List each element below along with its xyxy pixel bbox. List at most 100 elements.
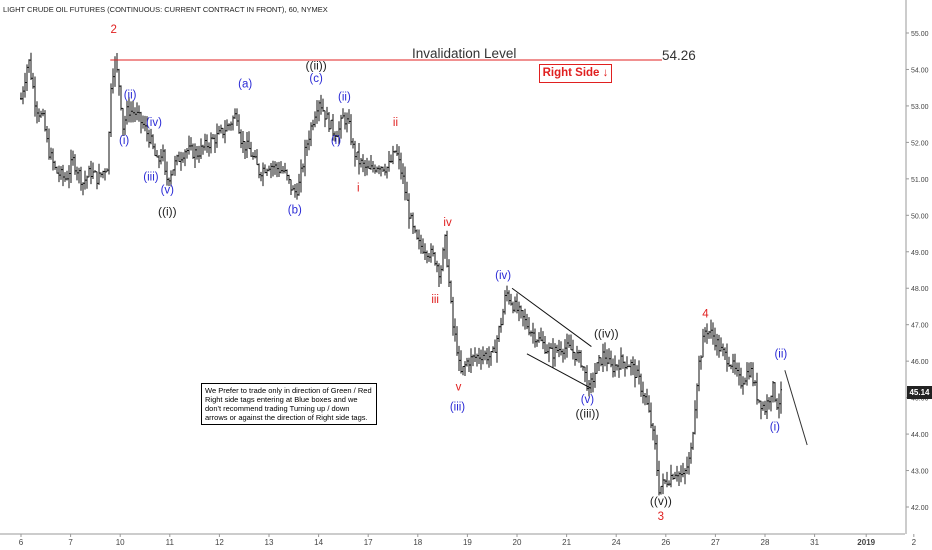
time-tick-label: 12 (215, 538, 224, 547)
time-tick-label: 19 (463, 538, 472, 547)
ohlc-bar (94, 169, 96, 173)
ohlc-bar (394, 150, 396, 154)
ohlc-bar (492, 346, 494, 353)
ohlc-bar (496, 335, 498, 363)
ohlc-bar (728, 356, 730, 367)
ohlc-bar (574, 351, 576, 366)
price-tick-label: 44.00 (911, 432, 929, 439)
ohlc-bar (322, 98, 324, 112)
ohlc-bar (120, 85, 122, 111)
ohlc-bar (340, 114, 342, 139)
ohlc-bar (528, 317, 530, 336)
ohlc-bar (696, 383, 698, 419)
ohlc-bar (490, 351, 492, 366)
ohlc-bar (366, 157, 368, 176)
ohlc-bar (154, 143, 156, 157)
price-axis[interactable]: 42.00 43.00 44.00 45.00 46.00 47.00 48.00 49.00… (905, 0, 929, 534)
ohlc-bar (292, 185, 294, 191)
ohlc-bar (646, 388, 648, 405)
ohlc-bar (460, 350, 462, 374)
ohlc-bar (636, 365, 638, 379)
ohlc-bar (48, 128, 50, 160)
ohlc-bar (370, 154, 372, 170)
ohlc-bar (456, 326, 458, 356)
ohlc-bar (312, 119, 314, 131)
ohlc-bar (246, 131, 248, 159)
price-tick-label: 52.00 (911, 140, 929, 147)
ohlc-bar (126, 100, 128, 125)
ohlc-bar (666, 471, 668, 488)
price-tick-label: 46.00 (911, 359, 929, 366)
time-tick-label: 27 (711, 538, 720, 547)
wave-label: ((iv)) (594, 326, 619, 340)
ohlc-bar (624, 361, 626, 377)
ohlc-bar (426, 250, 428, 264)
ohlc-bar (564, 339, 566, 360)
time-tick-label: 18 (413, 538, 422, 547)
ohlc-bar (608, 348, 610, 365)
ohlc-bar (622, 354, 624, 369)
ohlc-bar (562, 348, 564, 363)
ohlc-bar (300, 159, 302, 193)
ohlc-bar (74, 154, 76, 175)
ohlc-bar (732, 353, 734, 374)
ohlc-bar (56, 166, 58, 174)
ohlc-bar (136, 102, 138, 121)
ohlc-bar (476, 353, 478, 367)
ohlc-bar (176, 154, 178, 166)
ohlc-bar (654, 425, 656, 450)
wave-label: 4 (702, 308, 709, 320)
ohlc-bar (396, 144, 398, 157)
ohlc-bar (170, 170, 172, 187)
invalidation-label: Invalidation Level (412, 46, 516, 61)
wave-label: (iii) (450, 401, 465, 413)
ohlc-bar (274, 161, 276, 175)
ohlc-bar (306, 139, 308, 156)
ohlc-bar (428, 253, 430, 262)
ohlc-bar (202, 144, 204, 155)
ohlc-bar (236, 108, 238, 127)
time-tick-label: 20 (513, 538, 522, 547)
ohlc-bar (730, 364, 732, 370)
ohlc-bar (690, 442, 692, 464)
ohlc-bar (468, 357, 470, 372)
ohlc-bar (556, 344, 558, 353)
ohlc-bar (418, 229, 420, 250)
ohlc-bar (398, 146, 400, 170)
ohlc-bar (670, 464, 672, 488)
ohlc-bar (234, 108, 236, 119)
ohlc-bar (40, 110, 42, 118)
ohlc-bar (538, 332, 540, 343)
wave-label: ((ii)) (305, 58, 326, 72)
price-tick-label: 48.00 (911, 286, 929, 293)
ohlc-bar (678, 471, 680, 487)
wave-label: 2 (111, 24, 117, 36)
ohlc-bar (348, 109, 350, 124)
ohlc-bar (520, 305, 522, 319)
ohlc-bar (114, 56, 116, 87)
overlay-lines-group (110, 59, 808, 446)
ohlc-bar (392, 145, 394, 165)
ohlc-bar (752, 362, 754, 387)
ohlc-bar (584, 366, 586, 383)
price-tick-label: 54.00 (911, 67, 929, 74)
ohlc-bar (668, 480, 670, 486)
price-tick-label: 49.00 (911, 250, 929, 257)
ohlc-bar (220, 124, 222, 134)
ohlc-bar (110, 83, 112, 137)
wave-label: (c) (309, 73, 323, 85)
ohlc-bar (252, 152, 254, 160)
ohlc-bar (444, 234, 446, 259)
ohlc-bar (674, 471, 676, 480)
time-axis[interactable]: 6 7 10 11 12 13 14 17 18 19 20 21 24 26 27 28 31 2019 2 (0, 533, 917, 547)
triangle-trendline (511, 287, 592, 347)
ohlc-bar (208, 142, 210, 157)
time-tick-label: 26 (661, 538, 670, 547)
ohlc-bar (710, 319, 712, 339)
ohlc-bar (190, 137, 192, 151)
ohlc-bar (408, 193, 410, 229)
time-tick-label: 2019 (857, 538, 875, 547)
ohlc-bar (272, 160, 274, 177)
ohlc-bar (168, 177, 170, 187)
